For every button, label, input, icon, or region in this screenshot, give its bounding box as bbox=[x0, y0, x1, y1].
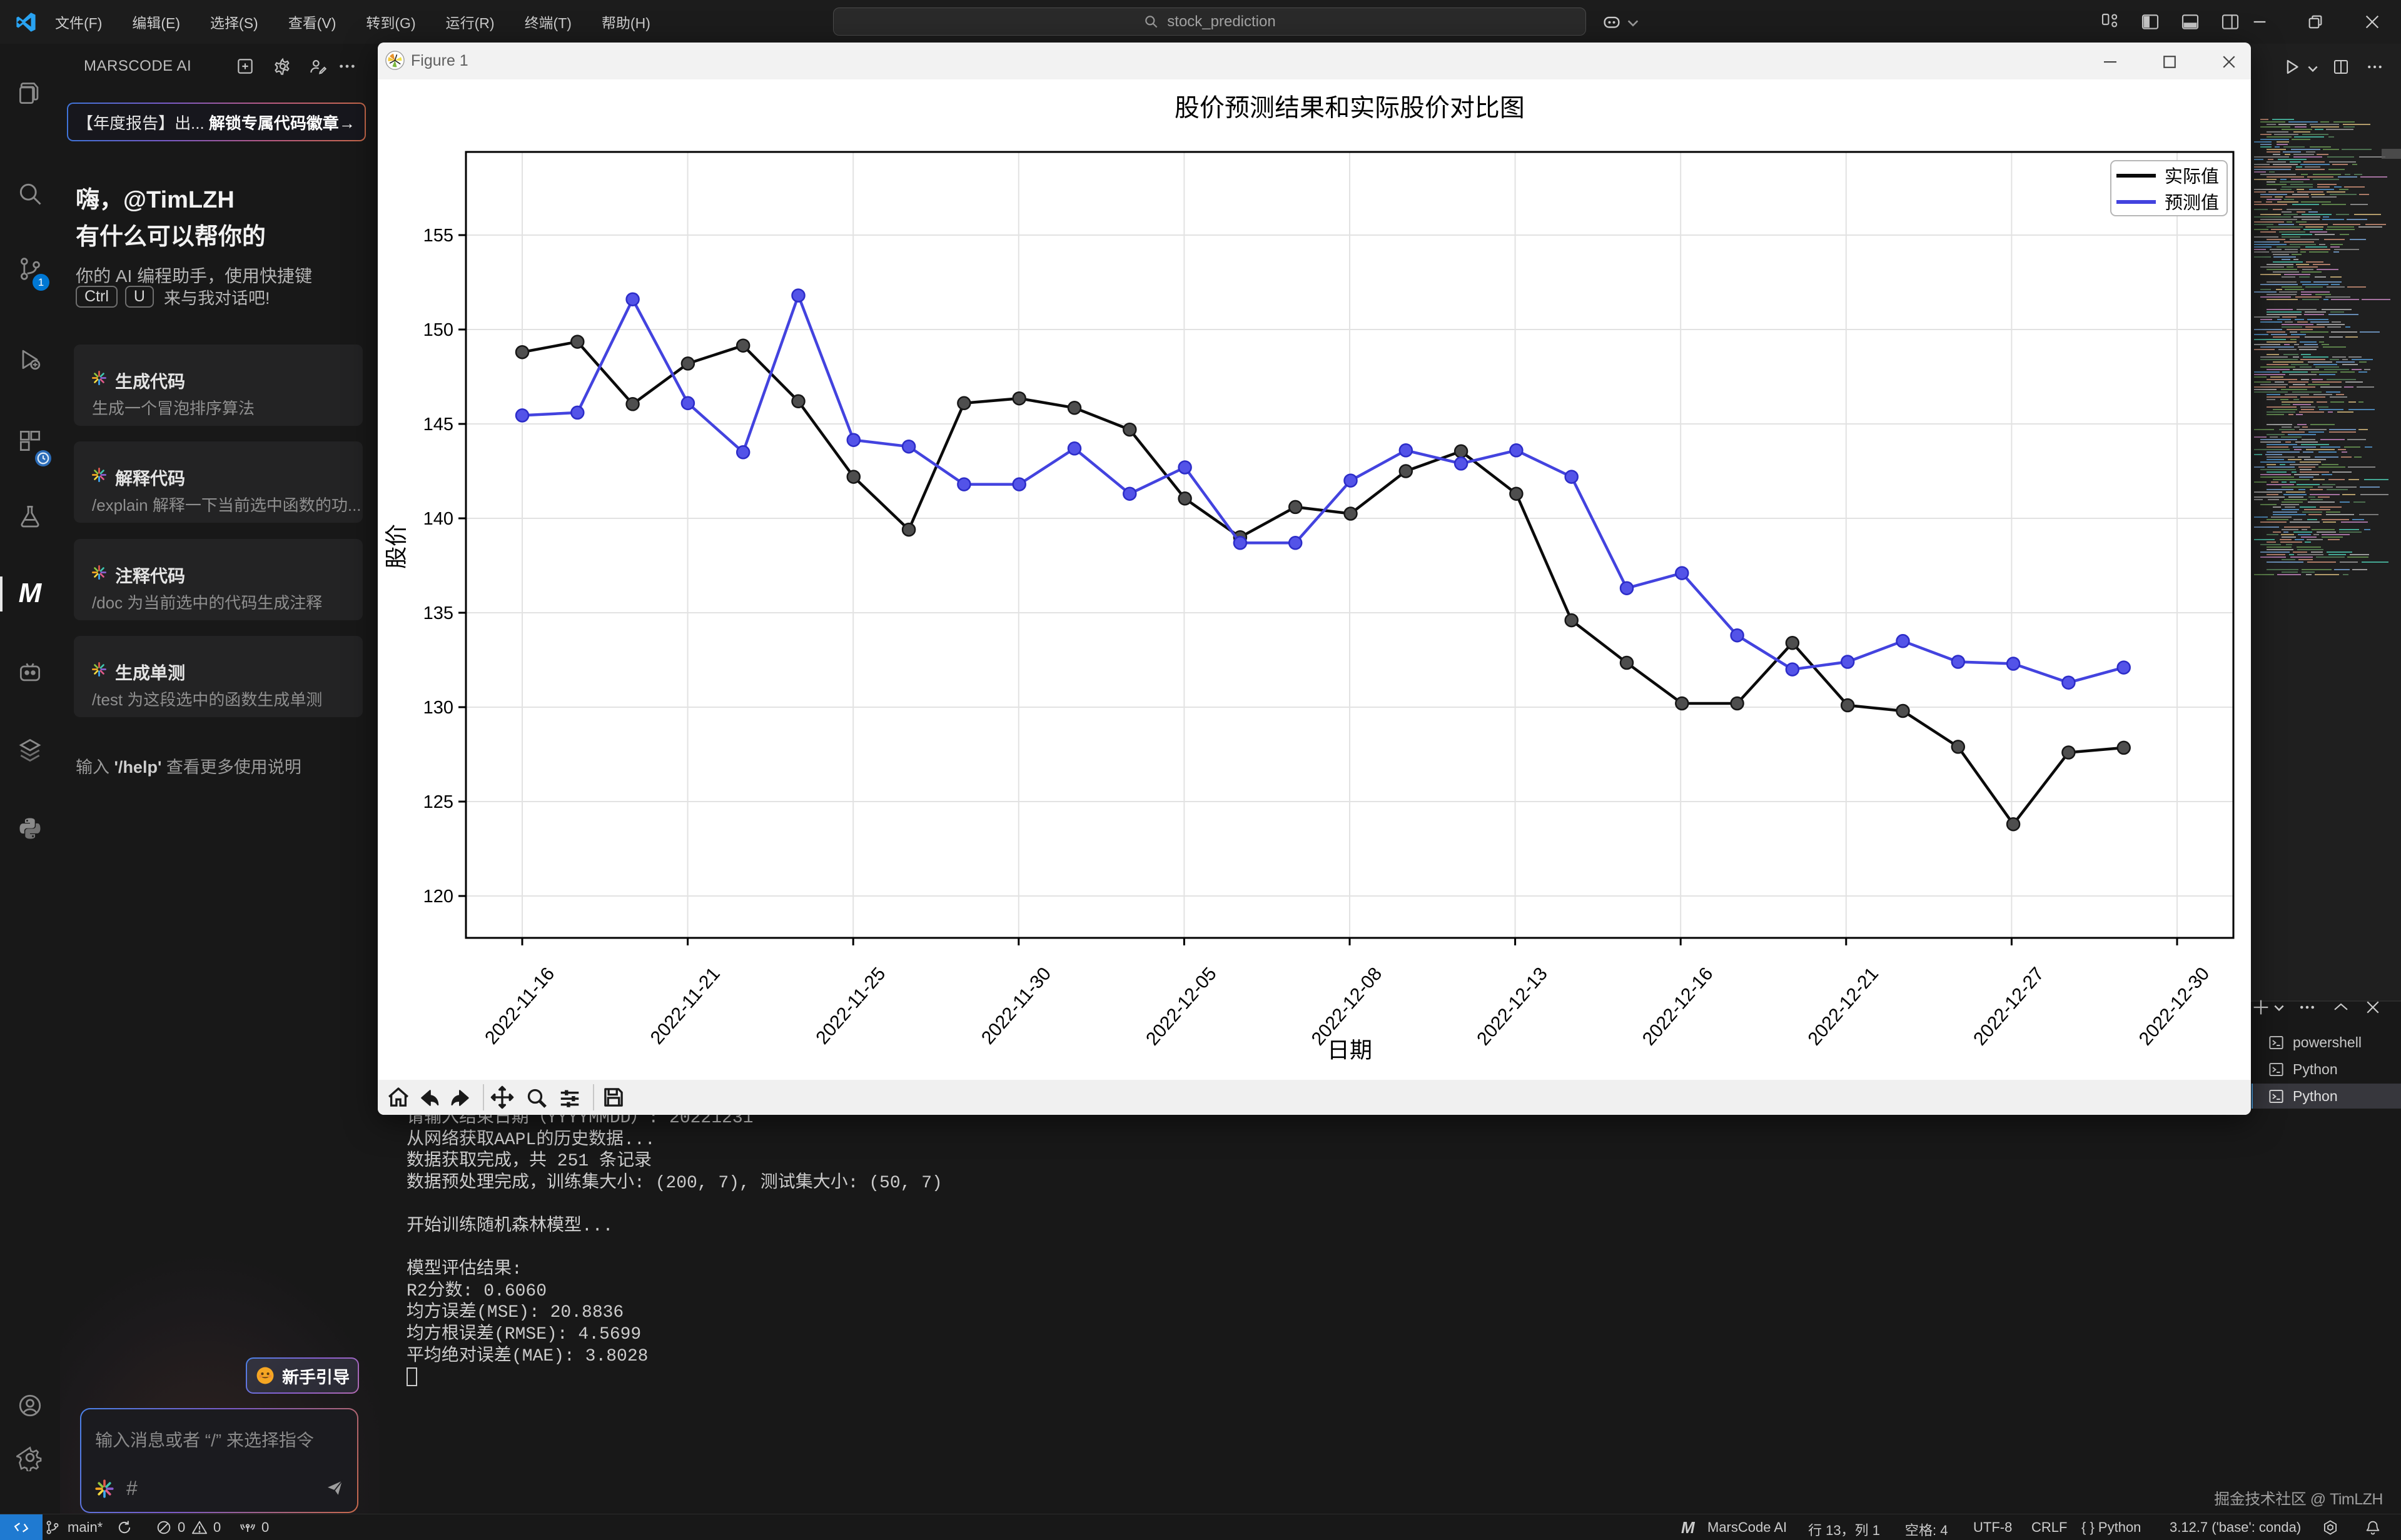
svg-text:股价: 股价 bbox=[383, 524, 409, 569]
svg-text:实际值: 实际值 bbox=[2165, 167, 2219, 187]
svg-text:145: 145 bbox=[423, 415, 453, 435]
svg-text:155: 155 bbox=[423, 226, 453, 246]
svg-text:预测值: 预测值 bbox=[2165, 193, 2219, 213]
svg-text:2022-12-27: 2022-12-27 bbox=[1969, 964, 2048, 1049]
svg-text:135: 135 bbox=[423, 603, 453, 623]
svg-text:2022-11-25: 2022-11-25 bbox=[812, 964, 889, 1049]
svg-text:2022-11-16: 2022-11-16 bbox=[481, 964, 559, 1049]
svg-text:130: 130 bbox=[423, 698, 453, 718]
svg-text:2022-11-30: 2022-11-30 bbox=[978, 964, 1055, 1049]
svg-text:2022-12-21: 2022-12-21 bbox=[1804, 964, 1883, 1049]
svg-text:125: 125 bbox=[423, 792, 453, 812]
svg-text:日期: 日期 bbox=[1327, 1037, 1372, 1063]
svg-text:140: 140 bbox=[423, 509, 453, 529]
svg-text:2022-12-13: 2022-12-13 bbox=[1473, 964, 1552, 1049]
svg-text:150: 150 bbox=[423, 320, 453, 340]
svg-text:2022-12-08: 2022-12-08 bbox=[1308, 964, 1387, 1049]
svg-text:股价预测结果和实际股价对比图: 股价预测结果和实际股价对比图 bbox=[1175, 94, 1525, 122]
svg-text:2022-12-30: 2022-12-30 bbox=[2135, 964, 2214, 1049]
svg-text:2022-12-05: 2022-12-05 bbox=[1142, 964, 1221, 1049]
svg-text:2022-12-16: 2022-12-16 bbox=[1639, 964, 1717, 1049]
svg-text:2022-11-21: 2022-11-21 bbox=[647, 964, 724, 1049]
svg-text:120: 120 bbox=[423, 887, 453, 907]
